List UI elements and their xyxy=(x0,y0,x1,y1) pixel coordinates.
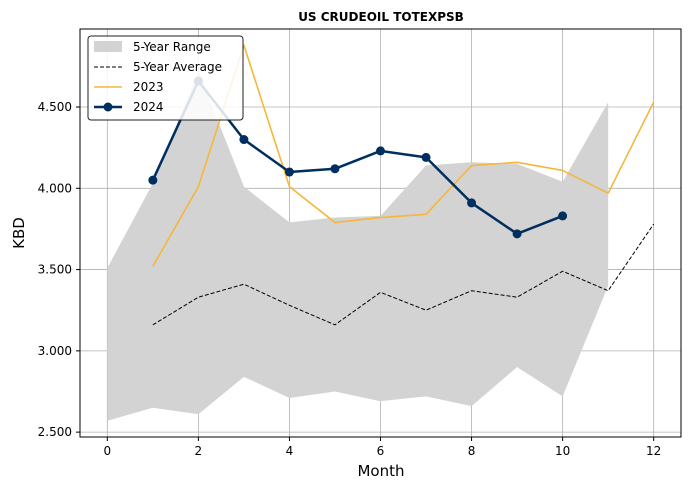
series-point-2024 xyxy=(558,211,568,221)
x-tick-label: 10 xyxy=(555,444,570,458)
x-tick-label: 12 xyxy=(646,444,661,458)
y-axis-title: KBD xyxy=(10,217,28,249)
series-point-2024 xyxy=(467,198,477,208)
legend-swatch-range xyxy=(94,41,122,52)
series-line-five-year-average xyxy=(152,223,655,326)
series-point-2024 xyxy=(512,229,522,239)
legend-label-range: 5-Year Range xyxy=(133,40,211,54)
y-axis-ticks: 2.500 3.000 3.500 4.000 4.500 xyxy=(38,100,80,439)
legend-label-2023: 2023 xyxy=(133,80,164,94)
series-point-2024 xyxy=(421,152,431,162)
range-band-area xyxy=(107,71,609,421)
series-point-2024 xyxy=(330,164,340,174)
series-point-2024 xyxy=(284,167,294,177)
five-year-range-band xyxy=(107,71,609,421)
legend-box xyxy=(87,35,244,121)
x-tick-label: 6 xyxy=(377,444,385,458)
x-tick-label: 8 xyxy=(468,444,476,458)
x-axis-title: Month xyxy=(357,462,404,480)
series-point-2024 xyxy=(376,146,385,156)
y-tick-label: 4.500 xyxy=(38,100,72,114)
y-tick-label: 4.000 xyxy=(38,181,72,195)
chart-title: US CRUDEOIL TOTEXPSB xyxy=(298,10,464,24)
legend-marker-2024 xyxy=(103,102,113,112)
legend: 5-Year Range 5-Year Average 2023 2024 xyxy=(87,35,244,121)
y-tick-label: 3.500 xyxy=(38,263,72,277)
y-tick-label: 2.500 xyxy=(38,425,72,439)
x-axis-ticks: 0 2 4 6 8 10 12 xyxy=(103,437,661,458)
x-tick-label: 0 xyxy=(103,444,111,458)
series-point-2024 xyxy=(148,175,158,185)
y-tick-label: 3.000 xyxy=(38,344,72,358)
series-point-2024 xyxy=(239,135,249,145)
x-tick-label: 2 xyxy=(195,444,203,458)
legend-label-2024: 2024 xyxy=(133,100,164,114)
x-tick-label: 4 xyxy=(286,444,294,458)
legend-label-average: 5-Year Average xyxy=(133,60,222,74)
